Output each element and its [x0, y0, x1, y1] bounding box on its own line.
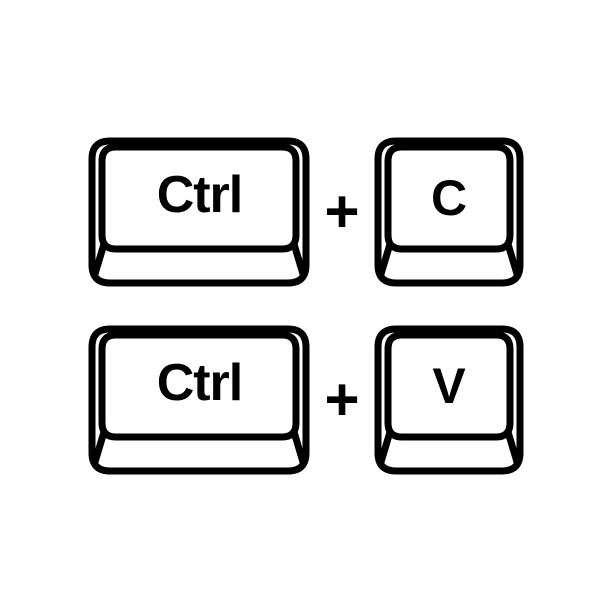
ctrl-key-label: Ctrl [88, 165, 310, 225]
v-key-label: V [374, 357, 524, 415]
c-key: C [374, 137, 524, 287]
ctrl-key: Ctrl [88, 325, 310, 475]
v-key: V [374, 325, 524, 475]
ctrl-key: Ctrl [88, 137, 310, 287]
plus-separator: + [324, 370, 359, 430]
ctrl-key-label: Ctrl [88, 353, 310, 413]
shortcut-row-copy: Ctrl + C [88, 137, 523, 287]
keyboard-shortcut-diagram: Ctrl + C Ctrl + [0, 0, 612, 612]
shortcut-row-paste: Ctrl + V [88, 325, 523, 475]
c-key-label: C [374, 169, 524, 227]
plus-separator: + [324, 182, 359, 242]
